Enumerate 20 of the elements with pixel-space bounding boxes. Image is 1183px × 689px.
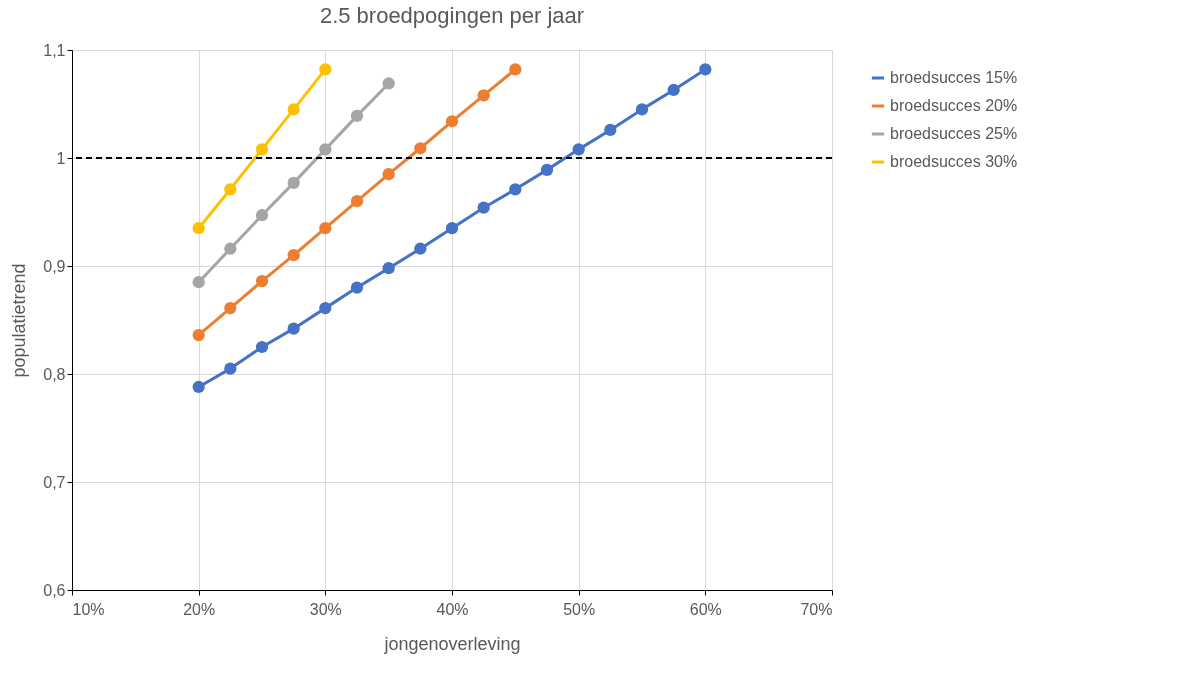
y-tick-label: 0,6 <box>43 581 66 599</box>
y-tick-label: 0,9 <box>43 257 66 275</box>
x-axis-title: jongenoverleving <box>383 633 521 654</box>
x-tick-label: 70% <box>800 600 833 618</box>
legend-label: broedsucces 20% <box>890 97 1018 114</box>
y-tick-label: 1,1 <box>43 41 66 59</box>
x-tick-label: 50% <box>563 600 596 618</box>
x-tick-label: 10% <box>72 600 105 618</box>
x-tick-label: 30% <box>309 600 342 618</box>
legend-label: broedsucces 15% <box>890 69 1018 86</box>
y-axis-title: populatietrend <box>9 263 30 378</box>
legend-label: broedsucces 25% <box>890 125 1018 142</box>
legend-label: broedsucces 30% <box>890 153 1018 170</box>
x-tick-label: 20% <box>183 600 216 618</box>
y-tick-label: 1 <box>56 149 66 167</box>
y-tick-label: 0,7 <box>43 473 66 491</box>
y-tick-label: 0,8 <box>43 365 66 383</box>
chart-title: 2.5 broedpogingen per jaar <box>319 3 585 28</box>
x-tick-label: 40% <box>436 600 469 618</box>
x-tick-label: 60% <box>689 600 722 618</box>
